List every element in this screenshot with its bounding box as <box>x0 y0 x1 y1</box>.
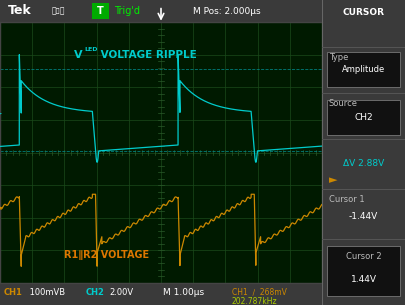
Text: 202.787kHz: 202.787kHz <box>232 297 277 305</box>
Text: CH1: CH1 <box>3 289 22 297</box>
Text: CH2: CH2 <box>354 113 373 122</box>
Bar <box>327 52 400 87</box>
Bar <box>92 3 109 19</box>
Text: CH1  ∕  268mV: CH1 ∕ 268mV <box>232 287 287 296</box>
Text: CH2: CH2 <box>85 289 104 297</box>
Text: V: V <box>74 50 83 59</box>
Text: ►: ► <box>328 175 337 185</box>
Text: Tek: Tek <box>8 5 32 17</box>
Text: CURSOR: CURSOR <box>343 8 384 17</box>
Text: 1►: 1► <box>0 203 3 213</box>
Text: 2.00V: 2.00V <box>109 289 134 297</box>
Text: Type: Type <box>328 53 348 63</box>
Text: ⏴▯⏵: ⏴▯⏵ <box>51 6 65 16</box>
Text: R1∥R2 VOLTAGE: R1∥R2 VOLTAGE <box>64 250 149 260</box>
Text: -1.44V: -1.44V <box>349 212 378 221</box>
Text: M Pos: 2.000μs: M Pos: 2.000μs <box>193 6 261 16</box>
Text: M 1.00μs: M 1.00μs <box>163 289 204 297</box>
Bar <box>327 100 400 135</box>
Text: 2►: 2► <box>0 109 3 118</box>
Text: 100mVB: 100mVB <box>28 289 66 297</box>
Text: 1.44V: 1.44V <box>350 274 377 284</box>
Text: T: T <box>97 6 104 16</box>
Text: LED: LED <box>84 47 98 52</box>
Text: Amplitude: Amplitude <box>342 65 385 74</box>
Text: VOLTAGE RIPPLE: VOLTAGE RIPPLE <box>97 50 196 59</box>
Text: ΔV 2.88V: ΔV 2.88V <box>343 159 384 168</box>
Text: Source: Source <box>328 99 358 108</box>
Bar <box>327 246 400 296</box>
Text: Trig'd: Trig'd <box>114 6 140 16</box>
Text: Cursor 2: Cursor 2 <box>346 252 382 261</box>
Text: Cursor 1: Cursor 1 <box>328 195 364 204</box>
